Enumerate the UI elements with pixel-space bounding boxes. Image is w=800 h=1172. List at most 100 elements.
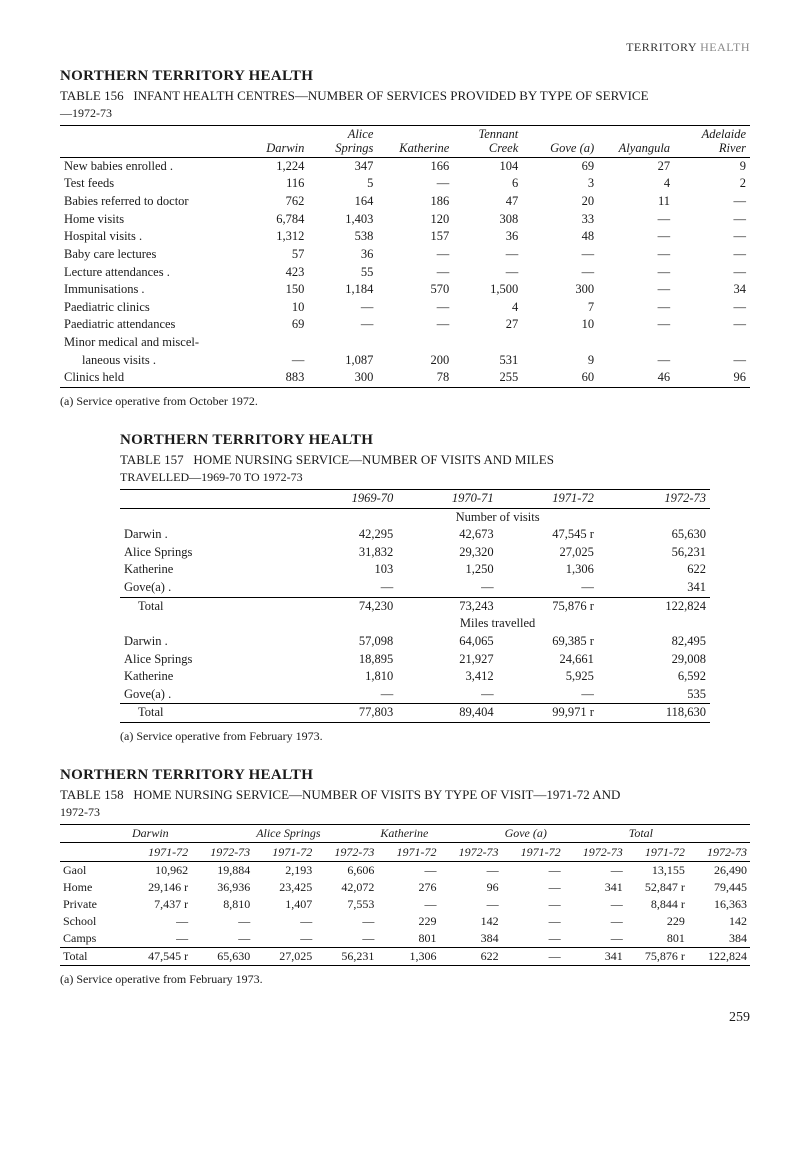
cell: 120 — [377, 211, 453, 229]
table-subcaption: 1972-73 — [60, 805, 750, 820]
cell: 79,445 — [688, 879, 750, 896]
cell: 7 — [522, 299, 598, 317]
cell: — — [377, 862, 439, 880]
group-gove: Gove (a) — [502, 825, 626, 843]
cell: — — [315, 913, 377, 930]
cell — [308, 334, 377, 352]
table-row: Babies referred to doctor762164186472011… — [60, 193, 750, 211]
total-row: Total 47,545 r 65,630 27,025 56,231 1,30… — [60, 948, 750, 966]
row-label: Darwin . — [120, 526, 297, 544]
cell: 1,500 — [453, 281, 522, 299]
span-miles: Miles travelled — [397, 615, 598, 633]
cell: 65,630 — [191, 948, 253, 966]
total-label: Total — [120, 597, 297, 615]
cell: 300 — [522, 281, 598, 299]
cell: — — [564, 930, 626, 948]
cell: 18,895 — [297, 651, 397, 669]
cell — [239, 334, 308, 352]
cell: — — [502, 862, 564, 880]
running-head-b: HEALTH — [700, 40, 750, 54]
section-title: NORTHERN TERRITORY HEALTH — [120, 431, 710, 450]
row-label: Hospital visits . — [60, 228, 239, 246]
cell: — — [502, 879, 564, 896]
cell: — — [439, 862, 501, 880]
cell: 255 — [453, 369, 522, 387]
cell: — — [564, 913, 626, 930]
cell: 5 — [308, 175, 377, 193]
table-157: 1969-70 1970-71 1971-72 1972-73 Number o… — [120, 489, 710, 723]
cell: 52,847 r — [626, 879, 688, 896]
cell: — — [397, 686, 497, 704]
section-title: NORTHERN TERRITORY HEALTH — [60, 67, 750, 86]
cell: 57,098 — [297, 633, 397, 651]
table-row: Gove(a) .———341 — [120, 579, 710, 597]
cell: 423 — [239, 264, 308, 282]
table-row: Private7,437 r8,8101,4077,553————8,844 r… — [60, 896, 750, 913]
cell: 300 — [308, 369, 377, 387]
page-number: 259 — [60, 1009, 750, 1027]
total-row: Total 74,230 73,243 75,876 r 122,824 — [120, 597, 710, 615]
cell: 10,962 — [129, 862, 191, 880]
table-row: Minor medical and miscel- — [60, 334, 750, 352]
cell: 29,320 — [397, 544, 497, 562]
cell: 6 — [453, 175, 522, 193]
cell: — — [129, 913, 191, 930]
table-156: Darwin Alice Springs Katherine Tennant C… — [60, 125, 750, 388]
cell: 5,925 — [498, 668, 598, 686]
cell: 384 — [439, 930, 501, 948]
cell: — — [439, 896, 501, 913]
cell: — — [598, 281, 674, 299]
cell: 8,810 — [191, 896, 253, 913]
table-row: Clinics held88330078255604696 — [60, 369, 750, 387]
table-row: Gaol10,96219,8842,1936,606————13,15526,4… — [60, 862, 750, 880]
cell: 48 — [522, 228, 598, 246]
cell: 538 — [308, 228, 377, 246]
cell: 9 — [522, 352, 598, 370]
cell: 531 — [453, 352, 522, 370]
row-label: Babies referred to doctor — [60, 193, 239, 211]
table-row: New babies enrolled .1,22434716610469279 — [60, 157, 750, 175]
cell: — — [674, 246, 750, 264]
row-label: Test feeds — [60, 175, 239, 193]
cell: 42,673 — [397, 526, 497, 544]
group-alice: Alice Springs — [253, 825, 377, 843]
cell: 6,606 — [315, 862, 377, 880]
cell: 34 — [674, 281, 750, 299]
cell: — — [308, 316, 377, 334]
col-alice: Alice Springs — [308, 126, 377, 158]
cell: 150 — [239, 281, 308, 299]
cell: 89,404 — [397, 704, 497, 723]
cell: 96 — [439, 879, 501, 896]
cell: 99,971 r — [498, 704, 598, 723]
cell: — — [598, 211, 674, 229]
cell: — — [377, 264, 453, 282]
cell: 23,425 — [253, 879, 315, 896]
cell: — — [377, 896, 439, 913]
table-subcaption: TRAVELLED—1969-70 TO 1972-73 — [120, 470, 710, 485]
table-caption: TABLE 157 HOME NURSING SERVICE—NUMBER OF… — [120, 452, 710, 468]
cell: 762 — [239, 193, 308, 211]
cell: — — [315, 930, 377, 948]
cell: — — [498, 579, 598, 597]
cell: 122,824 — [688, 948, 750, 966]
table-row: Paediatric clinics10——47—— — [60, 299, 750, 317]
table-row: Katherine1031,2501,306622 — [120, 561, 710, 579]
cell: 36 — [308, 246, 377, 264]
table-row: Lecture attendances .42355————— — [60, 264, 750, 282]
cell: — — [253, 913, 315, 930]
cell: 69 — [522, 157, 598, 175]
table-158-note: (a) Service operative from February 1973… — [60, 972, 750, 987]
cell: — — [377, 246, 453, 264]
col-tennant: Tennant Creek — [453, 126, 522, 158]
cell: 64,065 — [397, 633, 497, 651]
cell: 122,824 — [598, 597, 710, 615]
cell: — — [564, 862, 626, 880]
cell: 69,385 r — [498, 633, 598, 651]
cell: 29,008 — [598, 651, 710, 669]
table-157-note: (a) Service operative from February 1973… — [120, 729, 710, 744]
cell: — — [502, 948, 564, 966]
col-1971-72: 1971-72 — [498, 489, 598, 508]
group-darwin: Darwin — [129, 825, 253, 843]
section-table-157: NORTHERN TERRITORY HEALTH TABLE 157 HOME… — [60, 431, 750, 744]
section-table-158: NORTHERN TERRITORY HEALTH TABLE 158 HOME… — [60, 766, 750, 987]
